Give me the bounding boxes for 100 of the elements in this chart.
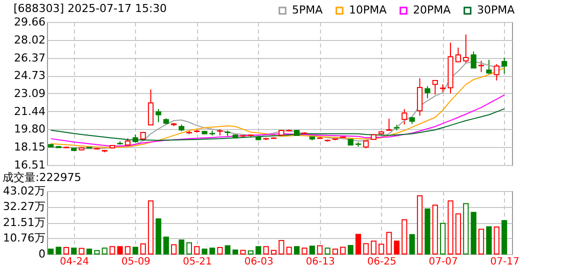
bar (248, 250, 254, 254)
candlestick (402, 108, 408, 126)
chart-title: [688303] 2025-07-17 15:30 (14, 2, 167, 15)
bar (409, 234, 415, 254)
bar (194, 246, 200, 254)
x-tick-label: 07-07 (428, 256, 458, 268)
bar (455, 213, 462, 254)
bar (386, 232, 392, 254)
y-tick-label: 21.51万 (3, 216, 46, 229)
x-tick-label: 07-17 (490, 256, 520, 268)
bar (355, 234, 362, 254)
legend-label: 10PMA (349, 4, 388, 17)
bar (286, 246, 292, 254)
y-tick-label: 0 (38, 248, 46, 260)
bar (132, 246, 138, 254)
candlestick (148, 88, 154, 126)
candlestick (424, 86, 430, 99)
bar (502, 220, 508, 254)
bar (470, 212, 476, 254)
y-tick-label: 24.73 (14, 69, 46, 82)
bar (263, 246, 269, 254)
bar (224, 245, 230, 254)
y-tick-label: 28.02 (14, 33, 46, 46)
line-series (50, 94, 505, 147)
y-tick-label: 43.02万 (3, 184, 46, 198)
bar (440, 222, 446, 254)
bar (78, 248, 84, 254)
x-tick-label: 04-24 (60, 256, 89, 268)
bar (240, 250, 246, 254)
bar (463, 203, 469, 254)
bar (56, 246, 62, 254)
bar (217, 247, 223, 254)
bar (86, 248, 92, 254)
candlestick (502, 57, 508, 74)
bar (102, 248, 108, 254)
bar (256, 246, 262, 254)
bar (124, 246, 131, 254)
x-tick-label: 06-13 (306, 256, 335, 268)
bar (148, 200, 154, 254)
candlestick (463, 34, 469, 64)
bar (63, 247, 70, 254)
bar (163, 236, 169, 254)
bar (48, 248, 54, 254)
y-tick-label: 21.44 (14, 104, 46, 118)
bar (232, 250, 238, 254)
bar (270, 250, 277, 254)
bar (178, 239, 184, 254)
candlestick (156, 108, 162, 123)
bar (302, 248, 308, 254)
bar (432, 204, 438, 254)
candlestick (416, 78, 423, 116)
bar (402, 219, 408, 254)
bar (278, 240, 284, 254)
bar (370, 240, 376, 254)
chart-title: 成交量:222975 (2, 171, 82, 184)
x-tick-label: 06-03 (244, 256, 274, 268)
candlestick (486, 59, 492, 74)
bar (416, 195, 423, 254)
x-tick-label: 06-25 (367, 256, 396, 268)
bar (486, 226, 492, 254)
y-tick-label: 29.66 (14, 16, 46, 28)
bar (348, 245, 354, 254)
bar (202, 248, 208, 254)
candlestick (432, 80, 438, 96)
bar (71, 248, 77, 254)
bar (186, 242, 192, 254)
bar (94, 250, 100, 254)
bar (294, 246, 300, 254)
bar (156, 218, 162, 254)
bar (332, 248, 338, 254)
candlestick (470, 51, 476, 68)
bar (209, 248, 216, 254)
bar (117, 246, 123, 254)
bar (309, 246, 315, 254)
bar (378, 244, 384, 254)
bar (140, 243, 146, 254)
y-tick-label: 23.09 (14, 86, 46, 100)
candlestick (494, 64, 500, 82)
y-tick-label: 10.76万 (3, 232, 46, 245)
x-tick-label: 05-09 (121, 256, 150, 268)
bar (110, 246, 116, 254)
legend-label: 20PMA (413, 4, 452, 17)
y-tick-label: 26.37 (14, 51, 46, 64)
y-tick-label: 19.80 (14, 122, 46, 136)
candlestick (455, 47, 462, 62)
candlestick (386, 118, 392, 132)
y-tick-label: 32.27万 (3, 200, 46, 214)
bar (448, 200, 454, 254)
bar (171, 244, 177, 254)
bar (494, 226, 500, 254)
bar (317, 245, 323, 254)
bar (340, 246, 346, 254)
legend-label: 5PMA (292, 4, 324, 17)
bar (324, 248, 330, 254)
bar (478, 228, 484, 254)
legend-label: 30PMA (477, 4, 516, 17)
x-tick-label: 05-21 (182, 256, 212, 268)
bar (363, 243, 369, 254)
bar (424, 208, 430, 254)
bar (394, 240, 400, 254)
